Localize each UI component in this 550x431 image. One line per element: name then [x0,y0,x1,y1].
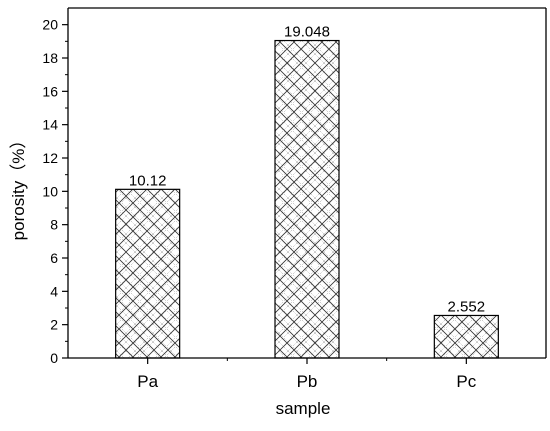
y-axis-title: porosity（%） [9,132,28,241]
y-tick-label-6: 6 [50,250,58,266]
y-tick-label-20: 20 [42,17,58,33]
bars-layer [115,39,499,359]
bar-pa [115,188,181,359]
y-tick-label-12: 12 [42,150,58,166]
y-tick-label-4: 4 [50,283,58,299]
x-tick-label-pb: Pb [297,372,318,391]
data-label-pc: 2.552 [448,298,486,315]
y-tick-label-0: 0 [50,350,58,366]
y-tick-label-16: 16 [42,83,58,99]
x-tick-label-pa: Pa [137,372,158,391]
bar-pc [433,314,499,359]
y-tick-label-8: 8 [50,217,58,233]
x-tick-label-pc: Pc [456,372,476,391]
y-tick-label-10: 10 [42,183,58,199]
data-label-pa: 10.12 [129,172,167,189]
data-label-pb: 19.048 [284,24,330,41]
y-tick-label-18: 18 [42,50,58,66]
labels-layer: 10.12 19.048 2.552 0 2 4 6 8 10 12 14 16 18 20 Pa Pb Pc [42,17,485,391]
x-axis-title: sample [276,399,331,418]
bar-pb [274,39,340,359]
y-tick-label-14: 14 [42,117,58,133]
y-tick-label-2: 2 [50,317,58,333]
axes-layer [62,7,547,364]
